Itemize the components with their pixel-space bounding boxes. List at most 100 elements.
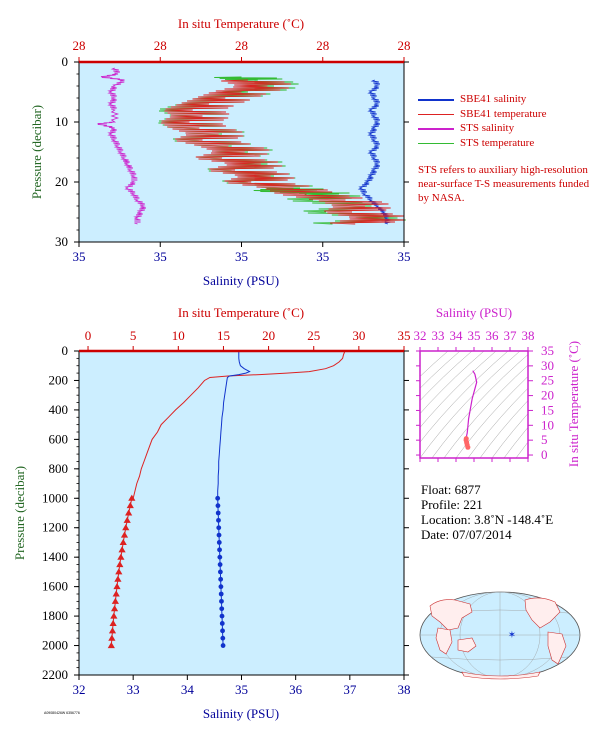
top-pressure-tick-label: 0 — [62, 54, 69, 69]
main-temperature-tick-label: 0 — [85, 328, 92, 343]
main-salinity-tick-label: 38 — [398, 682, 411, 697]
salinity-point — [219, 606, 225, 612]
top-temperature-tick-label: 28 — [235, 38, 248, 53]
series-line-sbe41-temperature — [161, 79, 405, 225]
temperature-point — [114, 575, 122, 582]
ts-salinity-tick-label: 37 — [504, 328, 518, 343]
temperature-point — [113, 583, 121, 590]
salinity-point — [216, 517, 221, 523]
temperature-point — [125, 509, 133, 516]
profile-number: Profile: 221 — [421, 497, 483, 512]
temperature-point — [108, 634, 116, 641]
temperature-point — [107, 641, 115, 649]
top-pressure-tick-label: 20 — [55, 174, 68, 189]
main-temperature-tick-label: 20 — [262, 328, 275, 343]
temperature-point — [118, 546, 126, 553]
ts-salinity-tick-label: 36 — [486, 328, 500, 343]
top-temperature-tick-label: 28 — [398, 38, 411, 53]
top-salinity-tick-label: 35 — [73, 249, 86, 264]
temperature-point — [112, 590, 120, 597]
legend-label: STS salinity — [460, 122, 515, 134]
main-temperature-tick-label: 15 — [217, 328, 230, 343]
temperature-point — [128, 494, 136, 501]
ts-salinity-tick-label: 35 — [468, 328, 481, 343]
float-info: Float: 6877 Profile: 221 Location: 3.8˚N… — [421, 482, 553, 542]
temperature-point — [108, 627, 117, 634]
density-contour — [467, 387, 528, 458]
main-salinity-tick-label: 36 — [289, 682, 303, 697]
top-panel: 28 28 28 28 28 35 35 35 35 35 0 10 20 30 In situ Temp… — [29, 16, 411, 288]
top-pressure-axis-title: Pressure (decibar) — [29, 105, 44, 199]
main-pressure-tick-label: 1000 — [42, 490, 68, 505]
density-contour — [479, 400, 528, 458]
legend-swatch — [418, 99, 454, 101]
density-contour — [527, 457, 528, 458]
salinity-point — [216, 540, 222, 545]
salinity-point — [216, 532, 222, 538]
location: Location: 3.8˚N -148.4˚E — [421, 512, 554, 527]
temperature-point — [116, 560, 124, 568]
salinity-point — [217, 554, 223, 560]
legend-swatch — [418, 128, 454, 130]
figure-stamp: A09080426W 6356776 — [44, 711, 80, 715]
temperature-point — [115, 568, 123, 575]
main-pressure-axis-title: Pressure (decibar) — [12, 466, 27, 560]
ts-temperature-axis-title: In situ Temperature (˚C) — [566, 341, 581, 467]
main-plot-area — [79, 351, 404, 675]
top-salinity-tick-label: 35 — [398, 249, 411, 264]
density-contour — [515, 441, 528, 458]
salinity-point — [219, 598, 224, 604]
main-temperature-tick-label: 35 — [398, 328, 411, 343]
map-antarctica — [461, 671, 541, 680]
ts-density-contours — [420, 351, 528, 458]
map-africa — [435, 627, 453, 655]
map-south-america — [547, 631, 567, 665]
legend-swatch — [418, 142, 454, 144]
top-temperature-tick-label: 28 — [73, 38, 86, 53]
salinity-point — [216, 525, 222, 531]
density-contour — [491, 413, 528, 458]
main-pressure-tick-label: 1600 — [42, 579, 68, 594]
temperature-point — [110, 605, 119, 612]
temperature-point — [109, 619, 117, 626]
main-pressure-tick-label: 200 — [49, 372, 69, 387]
salinity-point — [218, 591, 224, 597]
ts-temperature-tick-label: 35 — [541, 343, 554, 358]
salinity-point — [217, 547, 222, 553]
temperature-point — [120, 531, 129, 538]
temperature-point — [111, 597, 119, 604]
ts-temperature-tick-label: 5 — [541, 432, 548, 447]
temperature-point — [119, 538, 127, 545]
main-pressure-tick-label: 1800 — [42, 608, 68, 623]
series-line-sts-salinity — [97, 67, 146, 225]
top-temperature-tick-label: 28 — [154, 38, 167, 53]
float-id: Float: 6877 — [421, 482, 481, 497]
density-contour — [420, 351, 497, 428]
series-line-salinity — [217, 351, 251, 499]
main-salinity-tick-label: 37 — [343, 682, 357, 697]
ts-temperature-tick-label: 25 — [541, 373, 554, 388]
top-temperature-axis-title: In situ Temperature (˚C) — [178, 16, 304, 31]
density-contour — [420, 351, 473, 401]
main-salinity-tick-label: 35 — [235, 682, 248, 697]
series-line-sbe41-salinity — [357, 79, 391, 225]
density-contour — [420, 351, 461, 389]
salinity-point — [215, 503, 221, 509]
main-salinity-tick-label: 34 — [181, 682, 195, 697]
top-salinity-tick-label: 35 — [154, 249, 167, 264]
map-australia — [457, 637, 477, 653]
density-contour — [420, 351, 521, 458]
temperature-point — [126, 502, 134, 509]
ts-temperature-tick-label: 20 — [541, 388, 554, 403]
density-contour — [420, 351, 509, 443]
main-temperature-tick-label: 25 — [307, 328, 320, 343]
top-salinity-tick-label: 35 — [235, 249, 248, 264]
ts-salinity-tick-label: 34 — [450, 328, 464, 343]
main-temperature-tick-label: 10 — [172, 328, 185, 343]
main-temperature-tick-label: 30 — [352, 328, 365, 343]
ts-deep-point — [465, 444, 471, 450]
density-contour — [420, 351, 449, 377]
legend-swatch — [418, 113, 454, 115]
